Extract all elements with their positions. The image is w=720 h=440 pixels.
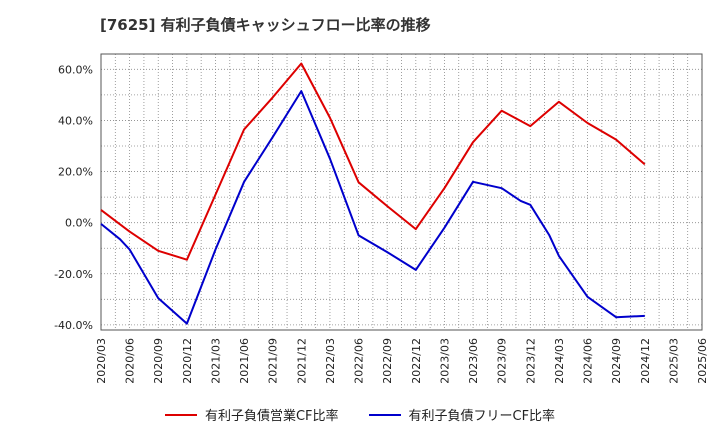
x-tick-label: 2020/03: [95, 338, 108, 384]
x-tick-label: 2024/06: [582, 338, 595, 384]
x-tick-label: 2023/09: [496, 338, 509, 384]
chart-title: [7625] 有利子負債キャッシュフロー比率の推移: [100, 16, 431, 34]
x-tick-label: 2021/03: [209, 338, 222, 384]
y-tick-label: 20.0%: [58, 166, 93, 179]
y-tick-label: -40.0%: [54, 319, 93, 332]
x-tick-label: 2025/03: [667, 338, 680, 384]
legend: 有利子負債営業CF比率 有利子負債フリーCF比率: [0, 405, 720, 424]
x-tick-label: 2021/06: [238, 338, 251, 384]
x-tick-label: 2024/03: [553, 338, 566, 384]
x-tick-label: 2021/12: [295, 338, 308, 384]
y-tick-label: -20.0%: [54, 268, 93, 281]
x-tick-label: 2021/09: [267, 338, 280, 384]
legend-label-operating-cf: 有利子負債営業CF比率: [204, 409, 339, 424]
x-tick-label: 2020/12: [181, 338, 194, 384]
x-tick-label: 2023/03: [438, 338, 451, 384]
legend-swatch-operating-cf: [164, 413, 197, 416]
x-tick-label: 2022/03: [324, 338, 337, 384]
x-tick-label: 2024/09: [610, 338, 623, 384]
series-line-operating-cf: [100, 62, 646, 261]
x-tick-label: 2025/06: [696, 338, 709, 384]
x-tick-label: 2022/12: [410, 338, 423, 384]
legend-item-operating-cf: 有利子負債営業CF比率: [164, 405, 339, 424]
x-tick-label: 2020/09: [152, 338, 165, 384]
x-tick-label: 2023/12: [524, 338, 537, 384]
x-tick-label: 2020/06: [124, 338, 137, 384]
plot-border: [100, 53, 703, 331]
x-tick-label: 2023/06: [467, 338, 480, 384]
x-tick-label: 2024/12: [639, 338, 652, 384]
y-tick-label: 60.0%: [58, 63, 93, 76]
x-tick-label: 2022/09: [381, 338, 394, 384]
y-tick-label: 0.0%: [65, 217, 93, 230]
series-line-free-cf: [100, 90, 645, 325]
x-tick-label: 2022/06: [353, 338, 366, 384]
legend-item-free-cf: 有利子負債フリーCF比率: [368, 405, 556, 424]
legend-label-free-cf: 有利子負債フリーCF比率: [408, 409, 556, 424]
legend-swatch-free-cf: [368, 413, 401, 416]
y-tick-label: 40.0%: [58, 114, 93, 127]
